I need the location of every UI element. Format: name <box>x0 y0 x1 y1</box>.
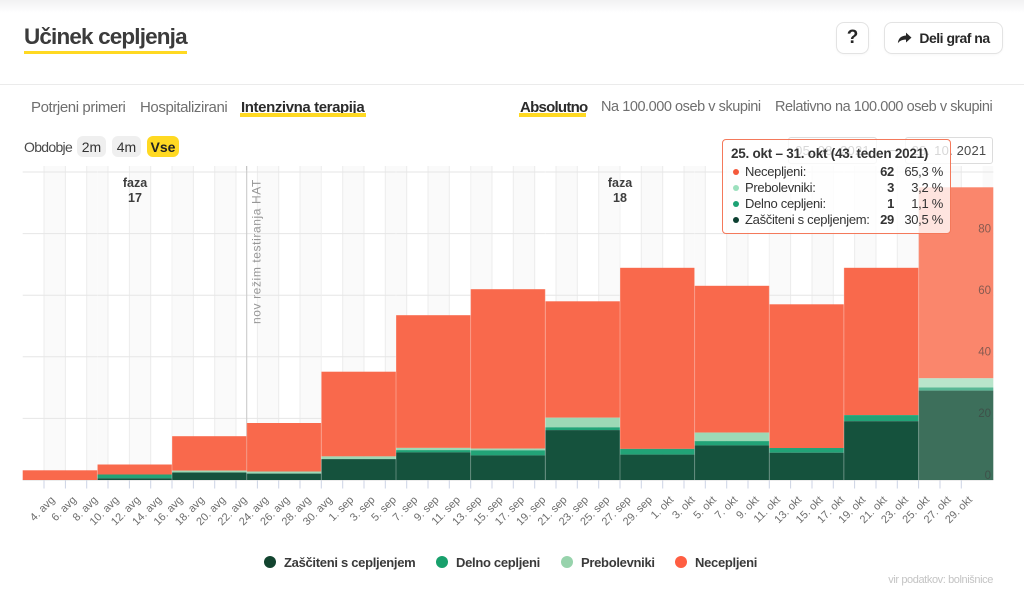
svg-text:5. okt: 5. okt <box>691 494 719 522</box>
svg-text:80: 80 <box>978 223 991 235</box>
svg-text:17: 17 <box>128 191 142 205</box>
svg-text:faza: faza <box>608 176 633 190</box>
svg-text:40: 40 <box>978 347 991 359</box>
svg-text:0: 0 <box>985 470 991 482</box>
svg-text:nov režim testiranja HAT: nov režim testiranja HAT <box>250 179 264 324</box>
svg-text:20: 20 <box>978 408 991 420</box>
svg-text:faza: faza <box>123 176 148 190</box>
svg-text:18: 18 <box>613 191 627 205</box>
svg-text:7. okt: 7. okt <box>713 494 741 522</box>
svg-text:3. okt: 3. okt <box>670 494 698 522</box>
svg-text:60: 60 <box>978 285 991 297</box>
svg-text:1. okt: 1. okt <box>649 494 677 522</box>
